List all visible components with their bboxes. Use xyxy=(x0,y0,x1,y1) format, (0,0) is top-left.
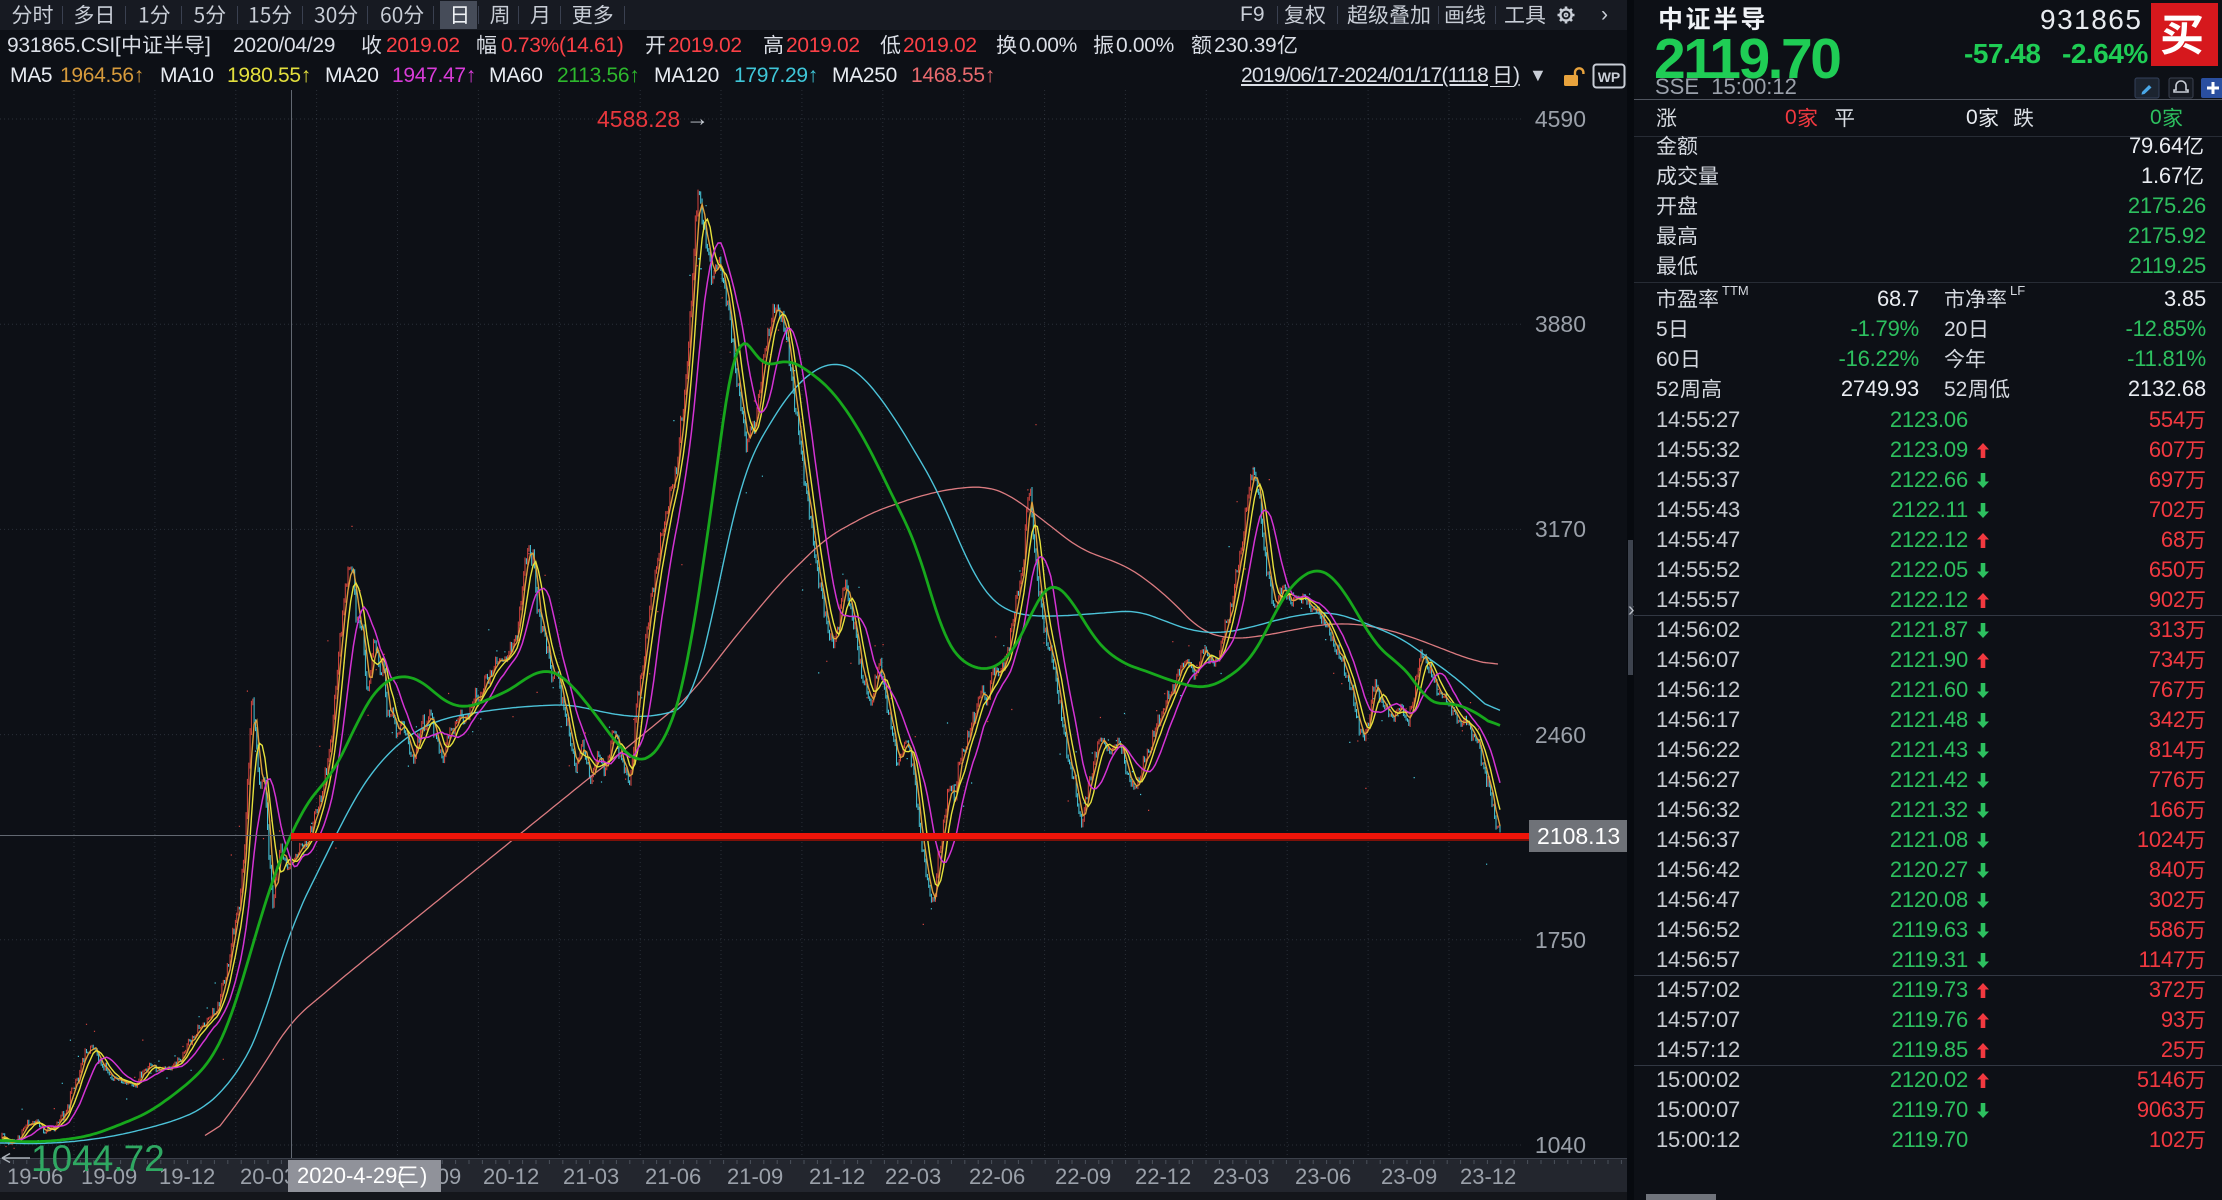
svg-text:4588.28: 4588.28 xyxy=(597,106,680,132)
svg-text:3880: 3880 xyxy=(1535,311,1586,337)
svg-text:→: → xyxy=(686,105,709,131)
svg-text:1040: 1040 xyxy=(1535,1132,1586,1158)
svg-text:4590: 4590 xyxy=(1535,106,1586,132)
svg-text:1750: 1750 xyxy=(1535,927,1586,953)
svg-text:3170: 3170 xyxy=(1535,516,1586,542)
svg-text:WP: WP xyxy=(1598,69,1621,85)
svg-text:2108.13: 2108.13 xyxy=(1537,823,1620,849)
svg-text:2460: 2460 xyxy=(1535,722,1586,748)
